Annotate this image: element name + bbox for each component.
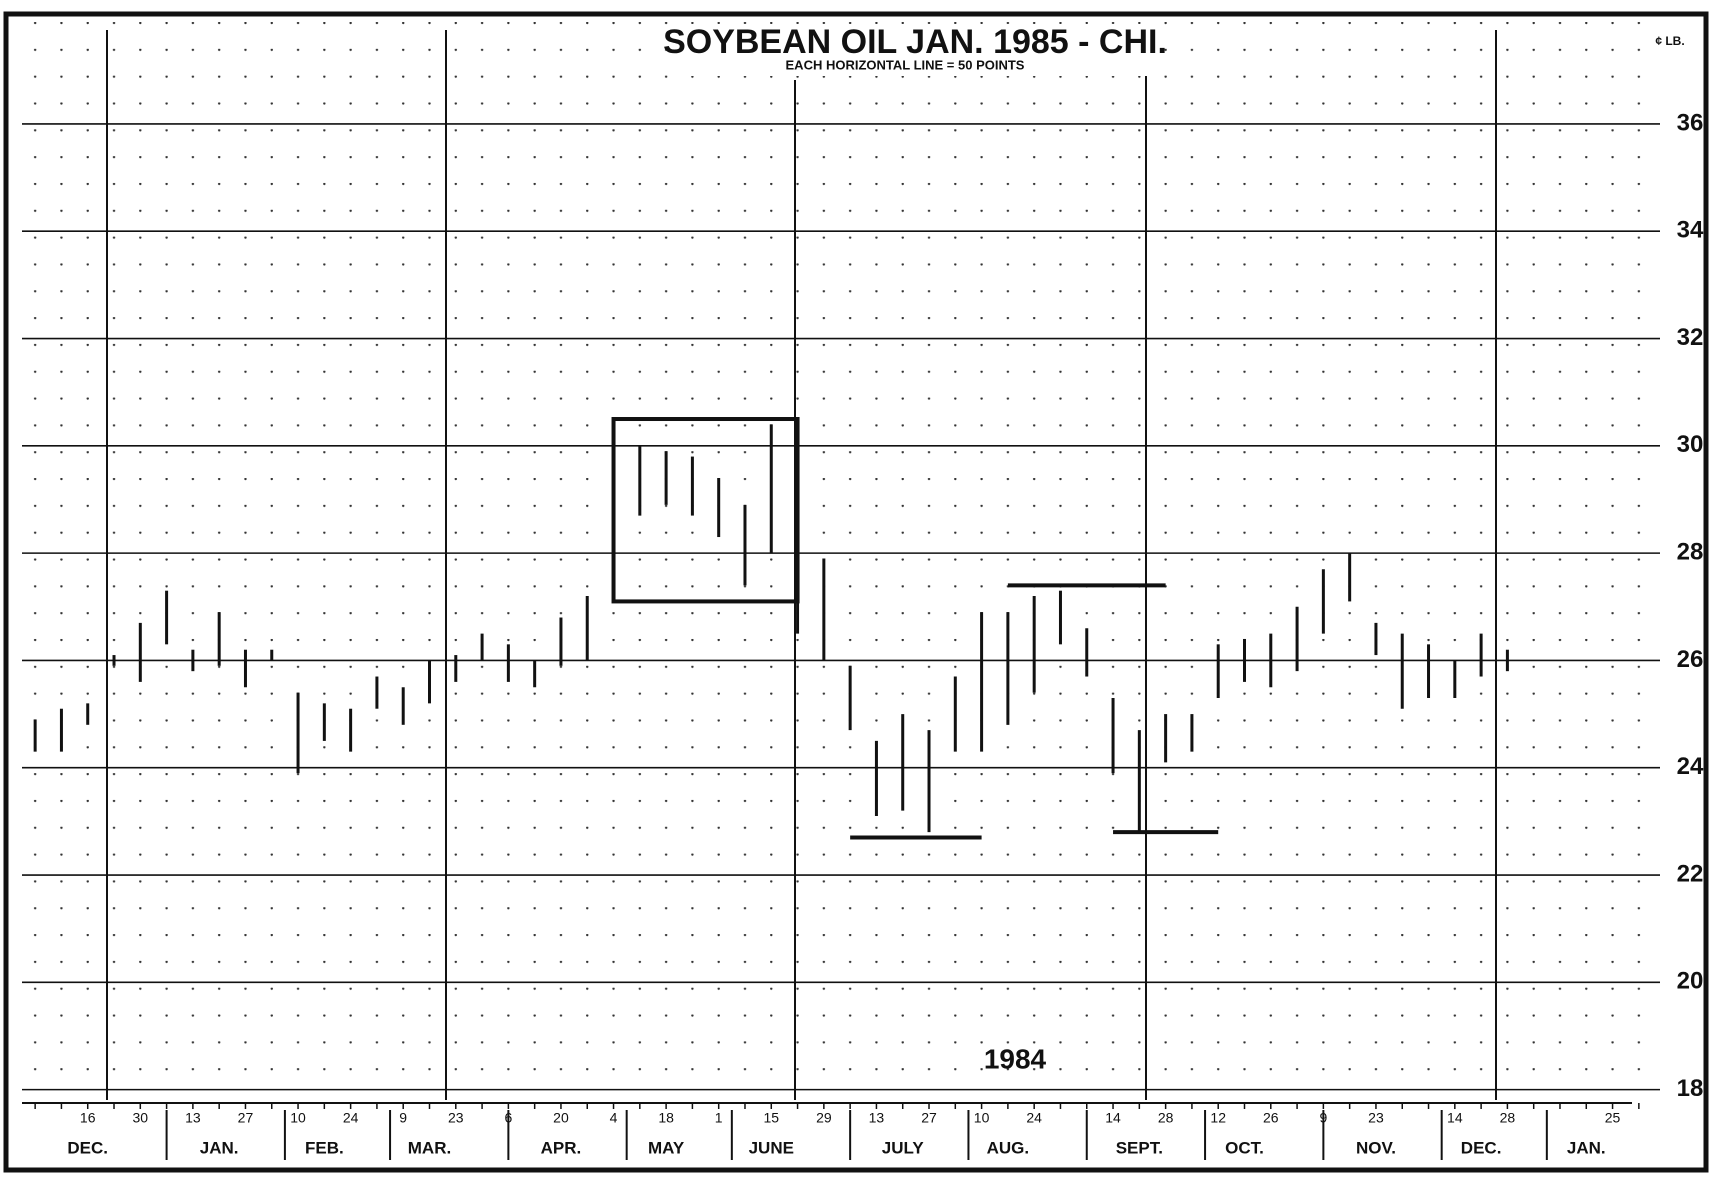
x-tick-label: 24 [343,1110,359,1126]
month-label: JAN. [200,1138,239,1157]
x-tick-label: 30 [133,1110,149,1126]
month-label: DEC. [1461,1138,1502,1157]
y-tick-label: 18 [1677,1075,1704,1102]
x-tick-label: 25 [1605,1110,1621,1126]
y-axis-unit: ¢ LB. [1655,34,1684,48]
x-tick-label: 14 [1447,1110,1463,1126]
month-label: NOV. [1356,1138,1396,1157]
y-tick-label: 36 [1677,109,1704,136]
y-tick-label: 28 [1677,538,1704,565]
month-label: APR. [541,1138,582,1157]
year-annotation: 1984 [984,1043,1047,1074]
dot-grid [22,22,1652,1095]
month-label: FEB. [305,1138,344,1157]
month-label: SEPT. [1116,1138,1163,1157]
month-label: JAN. [1567,1138,1606,1157]
x-tick-label: 9 [399,1110,407,1126]
x-tick-label: 12 [1210,1110,1226,1126]
month-label: MAY [648,1138,685,1157]
x-tick-label: 4 [610,1110,618,1126]
y-tick-label: 32 [1677,324,1704,351]
y-tick-label: 34 [1677,217,1704,244]
x-tick-label: 24 [1026,1110,1042,1126]
x-tick-label: 26 [1263,1110,1279,1126]
x-tick-label: 15 [763,1110,779,1126]
x-tick-label: 14 [1105,1110,1121,1126]
x-tick-label: 13 [185,1110,201,1126]
y-tick-label: 30 [1677,431,1704,458]
quarter-lines [106,30,1497,1100]
y-tick-label: 26 [1677,646,1704,673]
x-tick-label: 28 [1158,1110,1174,1126]
x-tick-label: 1 [715,1110,723,1126]
x-tick-label: 18 [658,1110,674,1126]
x-tick-label: 20 [553,1110,569,1126]
y-tick-label: 24 [1677,753,1704,780]
x-tick-label: 27 [921,1110,937,1126]
month-label: AUG. [987,1138,1030,1157]
x-tick-label: 23 [1368,1110,1384,1126]
x-tick-label: 29 [816,1110,832,1126]
month-label: OCT. [1225,1138,1264,1157]
month-label: JULY [882,1138,925,1157]
y-tick-label: 20 [1677,968,1704,995]
x-tick-label: 10 [290,1110,306,1126]
chart-subtitle: EACH HORIZONTAL LINE = 50 POINTS [786,57,1025,72]
x-tick-label: 28 [1500,1110,1516,1126]
month-label: JUNE [749,1138,794,1157]
chart-title: SOYBEAN OIL JAN. 1985 - CHI. [663,23,1167,61]
x-tick-label: 27 [238,1110,254,1126]
month-label: DEC. [67,1138,108,1157]
title-backdrop [690,24,1150,76]
x-tick-label: 10 [974,1110,990,1126]
frame [3,11,1709,1173]
x-tick-label: 13 [869,1110,885,1126]
y-tick-label: 22 [1677,860,1704,887]
x-tick-label: 23 [448,1110,464,1126]
month-label: MAR. [408,1138,451,1157]
x-tick-label: 16 [80,1110,96,1126]
annotation-box [611,417,800,604]
